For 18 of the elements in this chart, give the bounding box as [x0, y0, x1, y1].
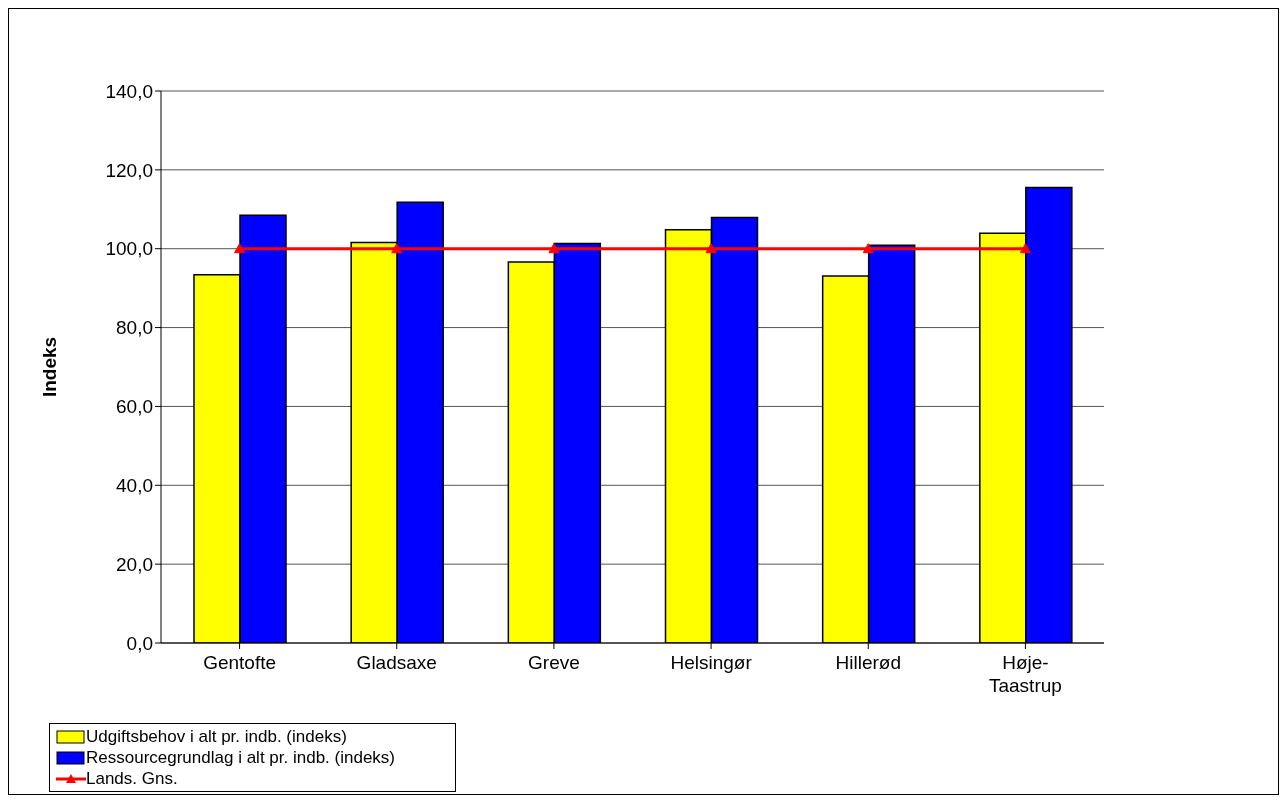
legend-label: Udgiftsbehov i alt pr. indb. (indeks) — [86, 726, 347, 747]
y-tick-label: 80,0 — [116, 317, 153, 339]
y-tick-label: 60,0 — [116, 396, 153, 418]
y-tick-label: 40,0 — [116, 475, 153, 497]
x-tick-label: Gentofte — [203, 652, 277, 673]
y-axis-title: Indeks — [38, 336, 60, 398]
y-tick-label: 100,0 — [105, 238, 153, 260]
legend-label: Ressourcegrundlag i alt pr. indb. (indeks) — [86, 747, 395, 768]
y-tick-label: 140,0 — [105, 80, 153, 102]
legend-label: Lands. Gns. — [86, 768, 178, 789]
x-tick-label: Hillerød — [835, 652, 901, 673]
y-tick-label: 0,0 — [126, 632, 153, 654]
x-tick-label: Gladsaxe — [356, 652, 437, 673]
x-tick-label: Greve — [528, 652, 580, 673]
y-tick-label: 20,0 — [116, 553, 153, 575]
y-tick-label: 120,0 — [105, 159, 153, 181]
x-tick-label: Høje-Taastrup — [988, 652, 1062, 696]
x-tick-label: Helsingør — [670, 652, 753, 673]
